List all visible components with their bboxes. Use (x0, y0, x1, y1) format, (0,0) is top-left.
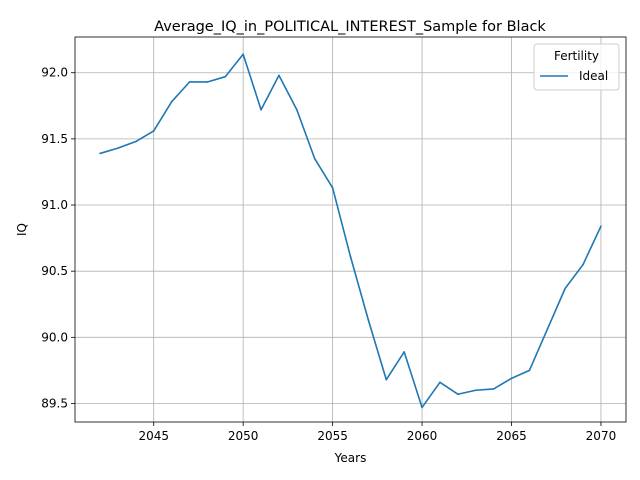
data-point (457, 393, 459, 396)
data-point (492, 388, 495, 390)
y-tick-label: 91.0 (41, 198, 68, 212)
x-tick-label: 2065 (496, 429, 527, 443)
data-point (224, 75, 227, 78)
data-point (170, 101, 173, 103)
data-point (331, 187, 334, 189)
legend-box (533, 43, 620, 91)
data-point (313, 157, 316, 160)
plot-area-frame (74, 36, 627, 423)
x-axis-label: Years (334, 451, 367, 465)
y-tick-label: 91.5 (41, 132, 68, 146)
data-point (564, 287, 566, 290)
x-axis: 2045 2050 2055 2060 2065 2070 (138, 422, 616, 443)
y-axis: 89.5 90.0 90.5 91.0 91.5 92.0 (41, 66, 75, 410)
y-tick-label: 90.5 (41, 264, 68, 278)
x-tick-label: 2070 (586, 429, 617, 443)
data-point (117, 147, 119, 149)
data-point (206, 81, 209, 83)
data-point (99, 152, 101, 155)
data-point (546, 328, 549, 331)
y-tick-label: 90.0 (41, 330, 68, 344)
data-point (296, 108, 298, 111)
legend-entry-label: Ideal (579, 69, 608, 83)
data-point (188, 81, 191, 83)
data-point (421, 406, 423, 409)
data-point (135, 140, 137, 143)
data-point (242, 53, 244, 55)
series-line-0 (99, 53, 602, 409)
data-point (403, 351, 405, 353)
data-point (367, 319, 370, 321)
legend: Fertility Ideal (533, 43, 620, 91)
y-axis-label: IQ (15, 223, 29, 236)
data-point (385, 378, 388, 381)
y-tick-label: 92.0 (41, 66, 68, 80)
legend-title: Fertility (554, 49, 599, 63)
x-tick-label: 2045 (138, 429, 169, 443)
y-tick-label: 89.5 (41, 396, 68, 410)
data-point (152, 130, 155, 132)
x-tick-label: 2050 (228, 429, 259, 443)
data-point (528, 369, 531, 372)
data-point (278, 74, 280, 77)
data-point (600, 225, 602, 227)
data-point (439, 381, 441, 384)
data-point (510, 377, 513, 380)
data-point (260, 108, 262, 111)
series-layer (99, 53, 602, 409)
x-tick-label: 2055 (317, 429, 348, 443)
grid-lines (75, 37, 626, 422)
x-tick-label: 2060 (407, 429, 438, 443)
data-point (349, 255, 352, 258)
chart-title: Average_IQ_in_POLITICAL_INTEREST_Sample … (154, 19, 546, 35)
data-point (582, 263, 584, 266)
data-point (474, 389, 477, 392)
